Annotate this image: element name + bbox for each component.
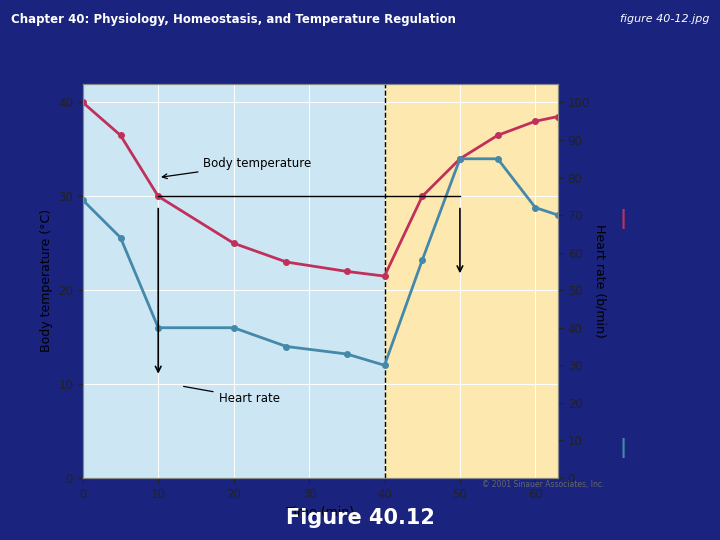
Text: figure 40-12.jpg: figure 40-12.jpg	[620, 14, 709, 24]
Text: Heart rate: Heart rate	[184, 387, 279, 404]
Text: Figure 40.12: Figure 40.12	[286, 508, 434, 528]
Text: Body temperature: Body temperature	[163, 157, 312, 179]
Bar	[83, 84, 384, 478]
Y-axis label: Body temperature (°C): Body temperature (°C)	[40, 209, 53, 353]
Text: |: |	[619, 208, 626, 229]
Text: © 2001 Sinauer Associates, Inc.: © 2001 Sinauer Associates, Inc.	[482, 480, 605, 489]
X-axis label: Time (min): Time (min)	[287, 506, 354, 519]
Text: |: |	[619, 438, 626, 458]
Y-axis label: Heart rate (b∕min): Heart rate (b∕min)	[593, 224, 607, 338]
Text: Chapter 40: Physiology, Homeostasis, and Temperature Regulation: Chapter 40: Physiology, Homeostasis, and…	[11, 14, 456, 26]
Bar	[384, 84, 558, 478]
